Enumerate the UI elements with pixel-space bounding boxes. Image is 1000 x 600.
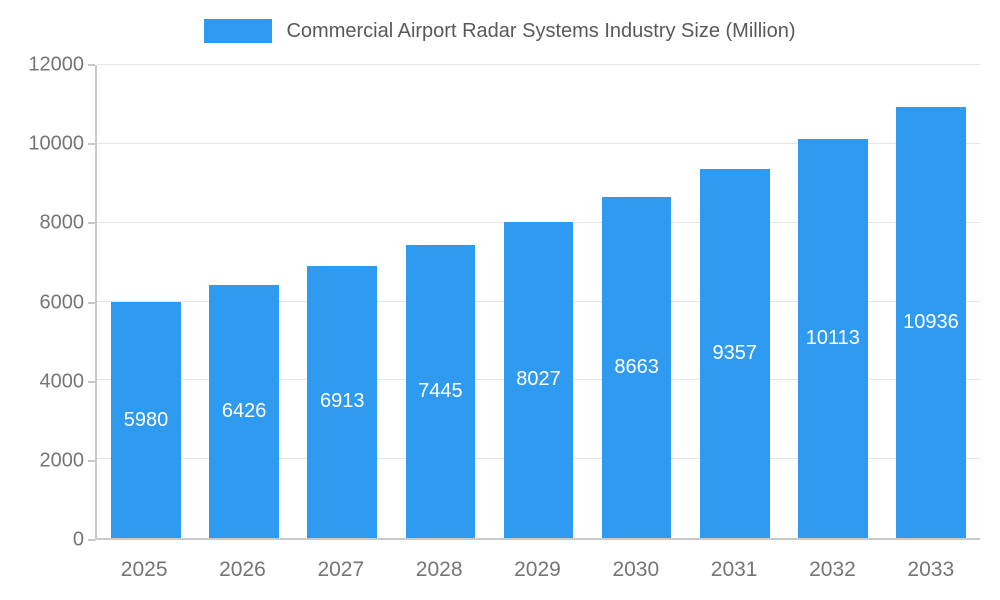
chart-legend[interactable]: Commercial Airport Radar Systems Industr… [0, 16, 1000, 46]
x-tick-label: 2030 [612, 558, 660, 581]
bar-2028: 7445 [405, 244, 476, 538]
y-tick-mark [88, 459, 95, 462]
x-tick-label: 2032 [809, 558, 856, 581]
bar-value-label: 9357 [712, 342, 757, 365]
bar-value-label: 7445 [418, 379, 463, 402]
y-tick-label: 4000 [39, 370, 85, 393]
bar-slot: 9357 [686, 65, 784, 538]
bar-2031: 9357 [699, 169, 770, 538]
y-tick-label: 10000 [28, 132, 84, 155]
y-tick-mark [88, 222, 95, 225]
y-tick-mark [88, 143, 95, 146]
bar-slot: 7445 [391, 65, 489, 538]
y-tick-mark [88, 64, 95, 66]
bar-value-label: 5980 [123, 408, 169, 431]
chart-title: Commercial Airport Radar Systems Industr… [286, 19, 796, 42]
bar-value-label: 6426 [221, 399, 267, 422]
y-tick-label: 12000 [28, 53, 84, 76]
y-tick-mark [88, 380, 95, 383]
bar-slot: 8663 [588, 65, 686, 538]
bar-2030: 8663 [601, 196, 672, 538]
bar-2026: 6426 [209, 284, 279, 538]
x-tick-label: 2033 [907, 558, 955, 581]
x-tick-label: 2025 [120, 558, 168, 581]
bar-value-label: 8663 [614, 355, 659, 378]
gridline [97, 142, 980, 144]
bar-2029: 8027 [503, 221, 574, 538]
y-tick-label: 6000 [39, 291, 85, 313]
bar-value-label: 8027 [516, 368, 561, 391]
x-tick-label: 2027 [317, 558, 365, 581]
x-tick-label: 2028 [415, 558, 463, 581]
x-axis: 2025 2026 2027 2028 2029 2030 2031 2032 2033 [95, 554, 980, 586]
bar-2025: 5980 [111, 302, 181, 538]
bar-2033: 10936 [896, 106, 966, 538]
bar-value-label: 10936 [903, 310, 959, 333]
x-tick-label: 2029 [514, 558, 561, 581]
bar-2032: 10113 [797, 139, 868, 538]
bar-value-label: 10113 [805, 327, 860, 350]
gridline [97, 64, 980, 65]
legend-swatch-icon [204, 19, 273, 43]
bar-slot: 10936 [882, 65, 980, 538]
bar-2027: 6913 [307, 265, 378, 538]
y-tick-label: 8000 [39, 211, 85, 234]
bar-slot: 10113 [784, 65, 882, 538]
x-tick-label: 2026 [219, 558, 266, 581]
bar-slot: 8027 [489, 65, 587, 538]
bars-container: 5980 6426 6913 7445 8027 8663 9357 10113 10936 [97, 65, 980, 538]
y-tick-label: 2000 [39, 449, 85, 472]
bar-value-label: 6913 [320, 390, 365, 413]
y-tick-mark [88, 539, 95, 541]
x-tick-label: 2031 [710, 558, 758, 581]
y-tick-mark [88, 301, 95, 304]
y-tick-label: 0 [72, 528, 84, 551]
bar-slot: 6426 [195, 65, 293, 538]
bar-slot: 5980 [97, 65, 195, 538]
bar-slot: 6913 [293, 65, 391, 538]
plot-area: 5980 6426 6913 7445 8027 8663 9357 10113 10936 [95, 64, 980, 540]
